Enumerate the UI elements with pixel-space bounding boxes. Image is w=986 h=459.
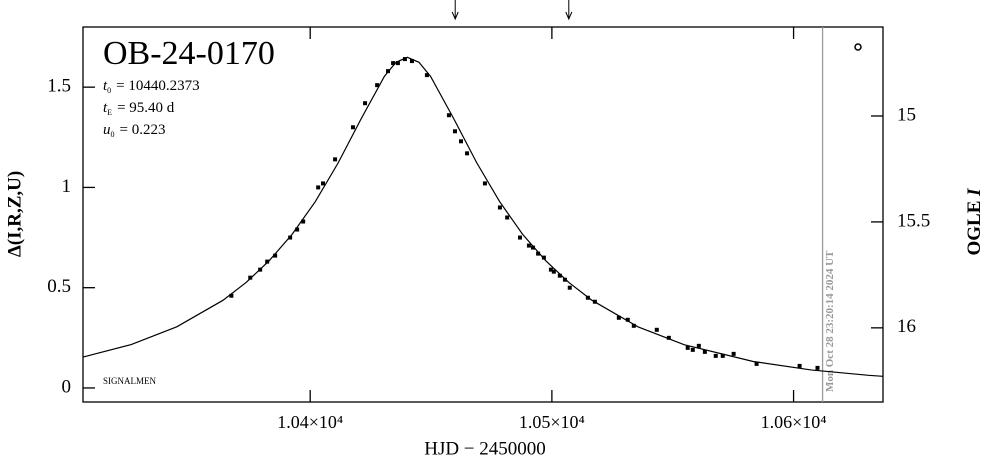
data-point — [797, 363, 802, 368]
parameter-symbol: t — [103, 78, 108, 94]
chart-title: OB-24-0170 — [103, 35, 275, 72]
parameter-symbol: t — [103, 100, 108, 116]
parameter: t0 = 10440.2373 — [103, 78, 200, 94]
y2-axis-label-italic: I — [964, 188, 985, 197]
data-point — [713, 353, 718, 358]
data-point — [295, 227, 300, 232]
data-point — [815, 365, 820, 370]
data-point — [333, 157, 338, 162]
data-point — [386, 69, 391, 74]
data-point — [585, 295, 590, 300]
data-point — [625, 317, 630, 322]
ogle-marker — [854, 43, 862, 51]
data-point — [531, 245, 536, 250]
data-point — [731, 351, 736, 356]
parameter-text: = 95.40 d — [117, 100, 175, 116]
data-point — [754, 361, 759, 366]
data-point — [497, 205, 502, 210]
data-point — [541, 255, 546, 260]
y-tick-label: 0.5 — [47, 276, 71, 297]
arrow — [565, 0, 573, 21]
x-axis-label: HJD − 2450000 — [424, 438, 546, 459]
data-point — [631, 323, 636, 328]
parameter-text: = 0.223 — [120, 122, 166, 138]
data-point — [567, 285, 572, 290]
annotation: SIGNALMEN — [103, 376, 156, 386]
data-point — [321, 181, 325, 186]
data-point — [551, 269, 556, 274]
data-point — [720, 353, 725, 358]
data-point — [409, 59, 414, 64]
data-point — [452, 129, 457, 134]
parameter: u0 = 0.223 — [103, 122, 165, 138]
y2-tick-label: 15 — [897, 104, 916, 125]
parameter-subscript: 0 — [107, 86, 111, 95]
x-tick-label: 1.04×10⁴ — [277, 412, 343, 432]
data-point — [375, 83, 380, 88]
data-point — [395, 61, 400, 66]
data-point — [685, 345, 690, 350]
data-point — [482, 181, 487, 186]
data-point — [702, 349, 707, 354]
data-point — [562, 277, 567, 282]
parameter-symbol: u — [103, 122, 111, 138]
data-point — [350, 125, 355, 130]
x-tick-label: 1.05×10⁴ — [519, 412, 585, 432]
data-point — [616, 315, 621, 320]
data-point — [548, 267, 553, 272]
data-point — [526, 243, 531, 248]
data-point — [465, 151, 470, 156]
data-point — [666, 335, 671, 340]
y-tick-label: 0 — [62, 376, 72, 397]
y-tick-label: 1.5 — [47, 76, 71, 97]
plot-frame — [82, 26, 884, 403]
y-tick-label: 1 — [62, 176, 72, 197]
y2-tick-label: 16 — [897, 316, 916, 337]
timestamp-label: Mon Oct 28 23:20:14 2024 UT — [824, 250, 836, 392]
data-point — [248, 275, 253, 280]
data-point — [592, 299, 597, 304]
data-point — [696, 343, 701, 348]
data-point — [402, 57, 407, 62]
data-point — [517, 235, 522, 240]
model-curve — [82, 56, 884, 377]
data-point — [446, 113, 451, 118]
data-point — [391, 61, 396, 66]
parameter-subscript: E — [107, 108, 112, 117]
data-point — [288, 235, 293, 240]
data-point — [229, 293, 234, 298]
data-point — [459, 139, 464, 144]
data-point — [273, 253, 278, 258]
y2-axis-label: OGLE I — [964, 188, 985, 256]
data-point — [557, 273, 562, 278]
data-point — [536, 251, 541, 256]
data-point — [424, 73, 429, 78]
data-point — [363, 101, 368, 106]
y2-tick-label: 15.5 — [897, 210, 930, 231]
data-point — [301, 219, 306, 224]
data-point — [258, 267, 263, 272]
data-point — [505, 215, 510, 220]
data-point — [654, 327, 659, 332]
data-point — [690, 347, 695, 352]
y2-axis-label-text: OGLE — [964, 201, 985, 256]
parameter: tE = 95.40 d — [103, 100, 175, 116]
parameter-subscript: 0 — [111, 130, 115, 139]
y-axis-label: Δ(I,R,Z,U) — [4, 171, 25, 257]
arrow — [451, 0, 459, 21]
x-tick-label: 1.06×10⁴ — [761, 412, 827, 432]
parameter-text: = 10440.2373 — [116, 78, 199, 94]
data-point — [316, 185, 321, 190]
data-point — [265, 259, 270, 264]
